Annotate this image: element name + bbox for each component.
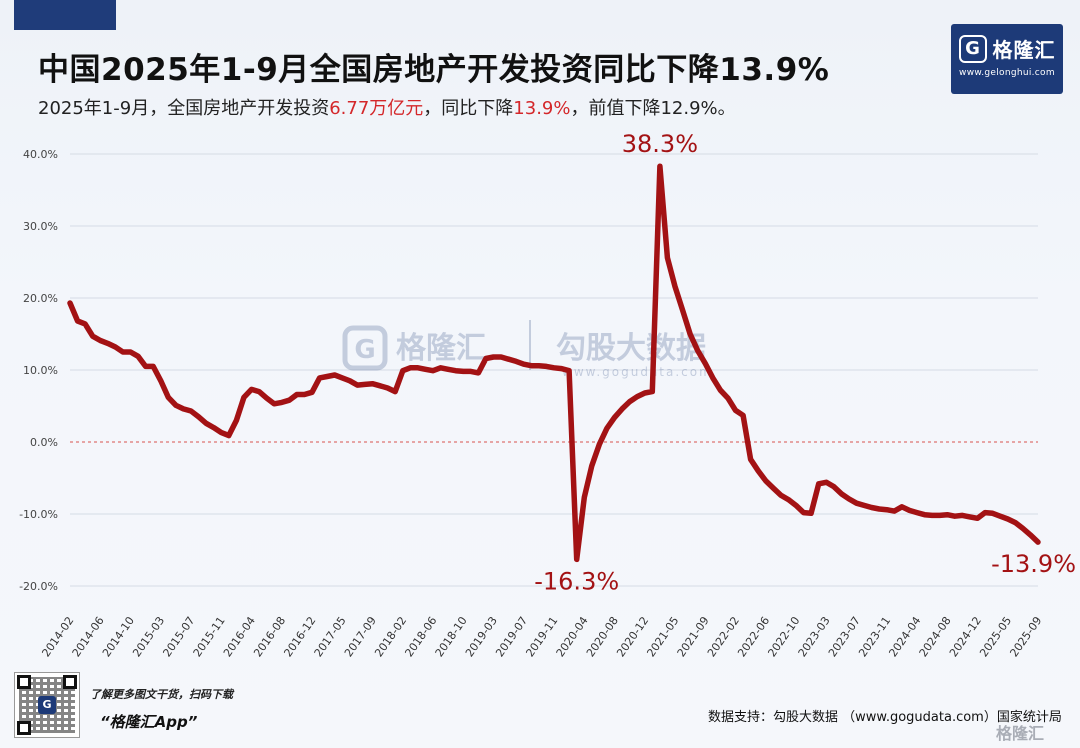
y-axis: 40.0% 30.0% 20.0% 10.0% 0.0% -10.0% -20.0% xyxy=(19,148,58,593)
promo-line-2: “格隆汇App” xyxy=(100,713,198,731)
qr-code[interactable]: G xyxy=(14,672,80,738)
promo-line-1: 了解更多图文干货，扫码下载 xyxy=(90,688,233,701)
subtitle-highlight-amount: 6.77万亿元 xyxy=(329,98,424,119)
logo-name: 格隆汇 xyxy=(992,38,1056,62)
chart-watermark: G 格隆汇 勾股大数据 www.gogudata.com xyxy=(342,320,713,379)
brand-logo[interactable]: G 格隆汇 www.gelonghui.com xyxy=(951,24,1063,94)
qr-finder-top-right xyxy=(63,675,77,689)
qr-finder-bottom-left xyxy=(17,721,31,735)
data-label: 38.3% xyxy=(622,130,698,158)
subtitle-text-3: ，前值下降12.9%。 xyxy=(570,98,736,119)
y-tick-label: -10.0% xyxy=(19,508,58,521)
annotations: 38.3% -16.3% -13.9% xyxy=(534,130,1076,595)
logo-url: www.gelonghui.com xyxy=(959,68,1055,78)
line-chart: G 格隆汇 勾股大数据 www.gogudata.com 40.0% 30.0% 2… xyxy=(19,130,1076,659)
qr-logo-icon: G xyxy=(38,696,56,714)
watermark-g-icon xyxy=(342,325,388,371)
chart-grid xyxy=(70,153,1038,587)
y-tick-label: 0.0% xyxy=(30,436,58,449)
subtitle-text-2: ，同比下降 xyxy=(423,98,514,119)
watermark-partner: 勾股大数据 xyxy=(556,331,706,366)
logo-g-icon: G xyxy=(958,34,987,63)
x-axis: 2014-022014-062014-102015-032015-072015-… xyxy=(39,614,1044,659)
page-subtitle: 2025年1-9月，全国房地产开发投资6.77万亿元，同比下降13.9%，前值下… xyxy=(38,94,736,120)
subtitle-highlight-rate: 13.9% xyxy=(513,98,571,119)
y-tick-label: 10.0% xyxy=(23,364,58,377)
corner-accent-bar xyxy=(14,0,116,30)
watermark-brand: 格隆汇 xyxy=(396,331,486,366)
subtitle-text-1: 2025年1-9月，全国房地产开发投资 xyxy=(38,98,330,119)
qr-finder-top-left xyxy=(17,675,31,689)
y-tick-label: 30.0% xyxy=(23,220,58,233)
data-label: -13.9% xyxy=(991,550,1076,578)
watermark-g-letter: G xyxy=(354,335,375,365)
y-tick-label: 40.0% xyxy=(23,148,58,161)
watermark-url: www.gogudata.com xyxy=(562,365,713,379)
data-label: -16.3% xyxy=(534,567,619,595)
corner-watermark: 格隆汇 xyxy=(996,724,1045,743)
series-line xyxy=(67,163,1041,563)
y-tick-label: 20.0% xyxy=(23,292,58,305)
y-tick-label: -20.0% xyxy=(19,580,58,593)
data-source: 数据支持：勾股大数据 （www.gogudata.com）国家统计局 xyxy=(708,710,1062,725)
page-title: 中国2025年1-9月全国房地产开发投资同比下降13.9% xyxy=(38,52,830,88)
